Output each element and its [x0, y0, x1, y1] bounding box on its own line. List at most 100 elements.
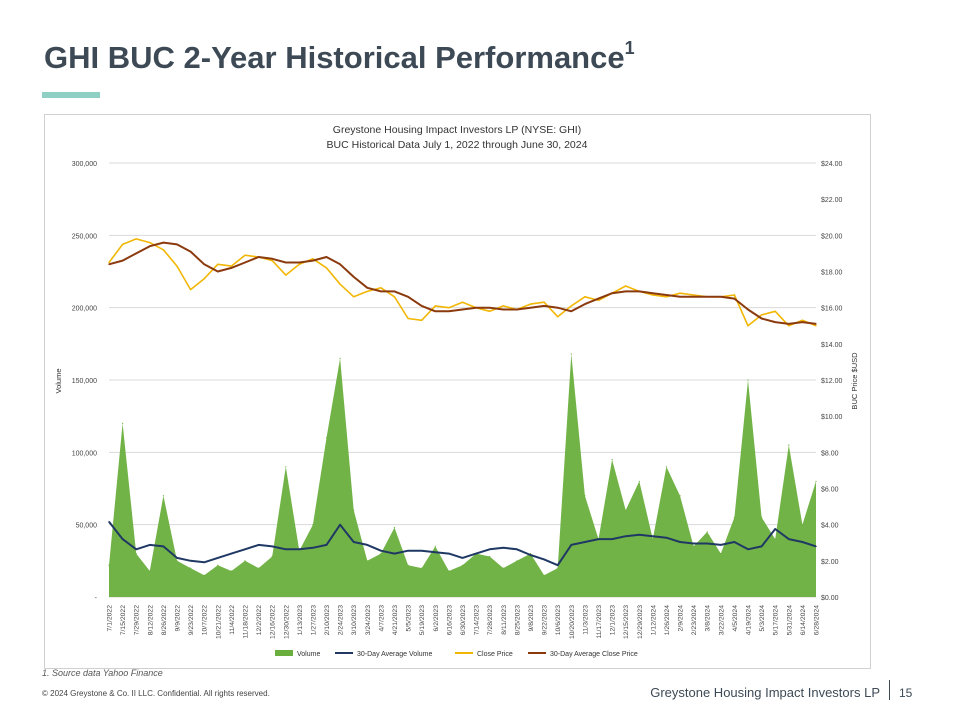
x-tick-label: 12/30/2022 — [283, 605, 290, 639]
avg-volume-point — [244, 548, 246, 550]
right-tick-label: $0.00 — [821, 595, 839, 602]
chart-subtitle: BUC Historical Data July 1, 2022 through… — [327, 139, 588, 151]
avg-volume-point — [815, 545, 817, 548]
avg-volume-point — [353, 541, 355, 543]
x-tick-label: 5/3/2024 — [759, 605, 766, 632]
close-price-point — [393, 296, 396, 298]
avg-close-price-point — [652, 292, 654, 294]
avg-close-price-line — [108, 241, 817, 325]
avg-close-price-point — [706, 296, 708, 298]
volume-point — [516, 560, 518, 562]
volume-point — [652, 538, 654, 540]
avg-close-price-point — [570, 310, 572, 312]
avg-volume-point — [421, 550, 423, 552]
x-tick-label: 5/5/2023 — [406, 605, 413, 632]
volume-point — [434, 545, 436, 547]
avg-volume-point — [733, 541, 736, 543]
x-tick-label: 9/9/2022 — [174, 605, 181, 632]
x-tick-label: 5/17/2024 — [773, 605, 780, 635]
volume-point — [339, 357, 341, 359]
avg-volume-point — [652, 535, 654, 537]
avg-volume-point — [189, 560, 192, 562]
title-text: GHI BUC 2-Year Historical Performance — [44, 40, 625, 75]
volume-point — [815, 480, 817, 482]
legend-label: 30-Day Average Close Price — [550, 651, 638, 658]
x-tick-label: 12/29/2023 — [637, 605, 644, 639]
avg-close-price-point — [407, 296, 409, 298]
close-price-point — [339, 283, 341, 285]
avg-volume-point — [121, 538, 124, 540]
avg-volume-point — [434, 551, 436, 553]
volume-point — [570, 353, 572, 355]
close-price-point — [570, 305, 572, 307]
right-tick-label: $18.00 — [821, 270, 843, 277]
avg-close-price-point — [176, 243, 178, 246]
close-price-point — [244, 254, 246, 256]
avg-volume-point — [611, 538, 613, 540]
avg-close-price-point — [733, 297, 736, 300]
avg-volume-point — [325, 544, 328, 546]
volume-point — [761, 516, 763, 518]
right-tick-label: $20.00 — [821, 233, 843, 240]
right-tick-label: $16.00 — [821, 306, 843, 313]
avg-volume-point — [597, 538, 600, 540]
close-price-point — [461, 301, 464, 303]
x-tick-label: 4/7/2023 — [378, 605, 385, 632]
avg-close-price-point — [625, 290, 627, 293]
right-tick-label: $12.00 — [821, 378, 843, 385]
right-tick-label: $2.00 — [821, 559, 839, 566]
avg-volume-point — [720, 544, 722, 546]
page-number: 15 — [899, 686, 913, 700]
x-tick-label: 7/29/2022 — [134, 605, 141, 635]
x-tick-label: 4/19/2024 — [746, 605, 753, 635]
x-tick-label: 8/26/2022 — [161, 605, 168, 635]
avg-close-price-point — [162, 241, 165, 244]
x-tick-label: 8/11/2023 — [501, 605, 508, 635]
avg-close-price-point — [203, 263, 205, 265]
close-price-point — [108, 261, 110, 264]
avg-volume-point — [584, 541, 586, 543]
close-price-point — [312, 258, 314, 260]
x-tick-label: 1/13/2023 — [297, 605, 304, 635]
line-series-group — [108, 238, 817, 567]
avg-volume-point — [149, 544, 151, 546]
x-tick-label: 3/22/2024 — [718, 605, 725, 635]
volume-point — [353, 509, 355, 511]
volume-point — [190, 567, 192, 569]
x-tick-label: 1/26/2024 — [664, 605, 671, 635]
x-tick-label: 3/10/2023 — [351, 605, 358, 635]
avg-volume-point — [747, 548, 749, 550]
left-tick-label: 300,000 — [72, 161, 97, 168]
avg-close-price-point — [774, 321, 776, 323]
close-price-point — [121, 243, 124, 246]
avg-volume-point — [516, 548, 518, 550]
avg-close-price-point — [217, 270, 219, 273]
volume-point — [638, 480, 640, 482]
avg-close-price-point — [312, 259, 314, 262]
avg-close-price-point — [788, 323, 790, 325]
volume-point — [557, 567, 559, 569]
volume-point — [611, 459, 613, 461]
avg-volume-point — [774, 528, 776, 530]
x-tick-label: 4/21/2023 — [392, 605, 399, 635]
avg-close-price-point — [516, 308, 518, 311]
close-price-point — [557, 316, 559, 318]
avg-close-price-point — [121, 259, 124, 262]
volume-point — [543, 574, 545, 576]
close-price-line — [108, 238, 817, 327]
volume-point — [230, 570, 232, 572]
avg-volume-point — [339, 524, 341, 526]
close-price-point — [230, 265, 233, 267]
x-tick-label: 2/9/2024 — [678, 605, 685, 632]
company-name: Greystone Housing Impact Investors LP — [650, 685, 880, 700]
avg-volume-point — [679, 541, 681, 543]
avg-close-price-point — [638, 290, 640, 293]
x-tick-label: 2/23/2024 — [691, 605, 698, 635]
x-tick-label: 11/4/2022 — [229, 605, 236, 635]
volume-point — [217, 564, 219, 566]
x-tick-label: 9/22/2023 — [542, 605, 549, 635]
close-price-point — [733, 294, 736, 296]
volume-point — [162, 495, 164, 497]
close-price-point — [189, 288, 192, 291]
x-tick-label: 6/16/2023 — [446, 605, 453, 635]
